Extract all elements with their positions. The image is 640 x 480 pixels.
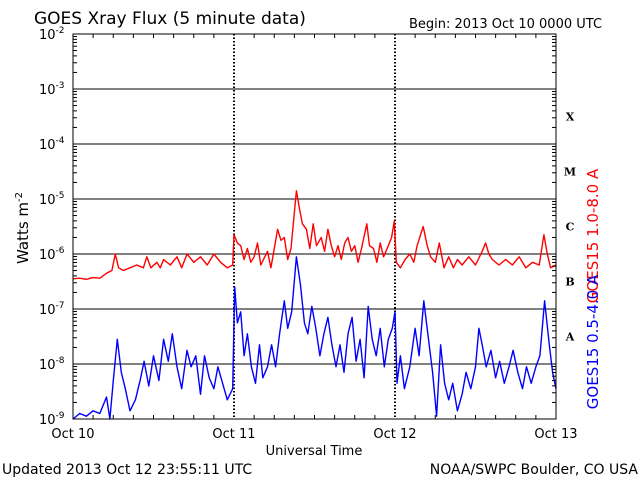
- x-tick-label-3: Oct 13: [534, 427, 577, 442]
- series-short-wavelength: [72, 256, 557, 420]
- x-tick-label-0: Oct 10: [51, 427, 94, 442]
- y-tick-exponent-5: -4: [56, 136, 65, 146]
- y-tick-exponent-4: -5: [56, 191, 65, 201]
- y-tick-label-4: 10-5: [39, 191, 65, 208]
- legend-long: GOES15 1.0-8.0 A: [584, 168, 602, 303]
- updated-timestamp: Updated 2013 Oct 12 23:55:11 UTC: [2, 462, 252, 478]
- y-tick-exponent-2: -7: [56, 301, 65, 311]
- flare-class-a: A: [565, 331, 575, 344]
- y-tick-exponent-0: -9: [56, 411, 65, 421]
- y-axis-label-text: Watts m: [14, 202, 32, 264]
- flare-class-m: M: [564, 166, 576, 179]
- y-tick-exponent-1: -8: [56, 356, 65, 366]
- legend-short-label: GOES15 0.5-4.0 A: [584, 274, 602, 409]
- x-axis-label: Universal Time: [266, 444, 363, 459]
- y-tick-label-0: 10-9: [39, 411, 65, 428]
- y-tick-label-1: 10-8: [39, 356, 65, 373]
- legend-short: GOES15 0.5-4.0 A: [584, 274, 602, 409]
- series-long-wavelength: [72, 190, 557, 280]
- begin-date: Begin: 2013 Oct 10 0000 UTC: [409, 17, 602, 32]
- series-layer: [72, 190, 557, 420]
- y-tick-exponent-3: -6: [56, 246, 65, 256]
- x-tick-label-2: Oct 12: [373, 427, 416, 442]
- credit-text: NOAA/SWPC Boulder, CO USA: [430, 462, 639, 478]
- y-tick-exponent-6: -3: [56, 81, 65, 91]
- x-tick-label-1: Oct 11: [212, 427, 255, 442]
- chart-title: GOES Xray Flux (5 minute data): [34, 9, 306, 29]
- y-tick-label-5: 10-4: [39, 136, 65, 153]
- y-axis-label: Watts m-2: [14, 192, 32, 264]
- svg-text:Watts m-2: Watts m-2: [14, 192, 32, 264]
- flare-class-x: X: [566, 111, 575, 124]
- y-tick-label-2: 10-7: [39, 301, 65, 318]
- y-tick-label-6: 10-3: [39, 81, 65, 98]
- flare-class-c: C: [566, 221, 575, 234]
- y-tick-exponent-7: -2: [56, 26, 65, 36]
- grid-layer: [73, 34, 556, 419]
- flare-class-b: B: [565, 276, 574, 289]
- plot-frame: [72, 33, 557, 420]
- y-tick-label-3: 10-6: [39, 246, 65, 263]
- y-axis-label-exponent: -2: [14, 192, 25, 202]
- legend-long-label: GOES15 1.0-8.0 A: [584, 168, 602, 303]
